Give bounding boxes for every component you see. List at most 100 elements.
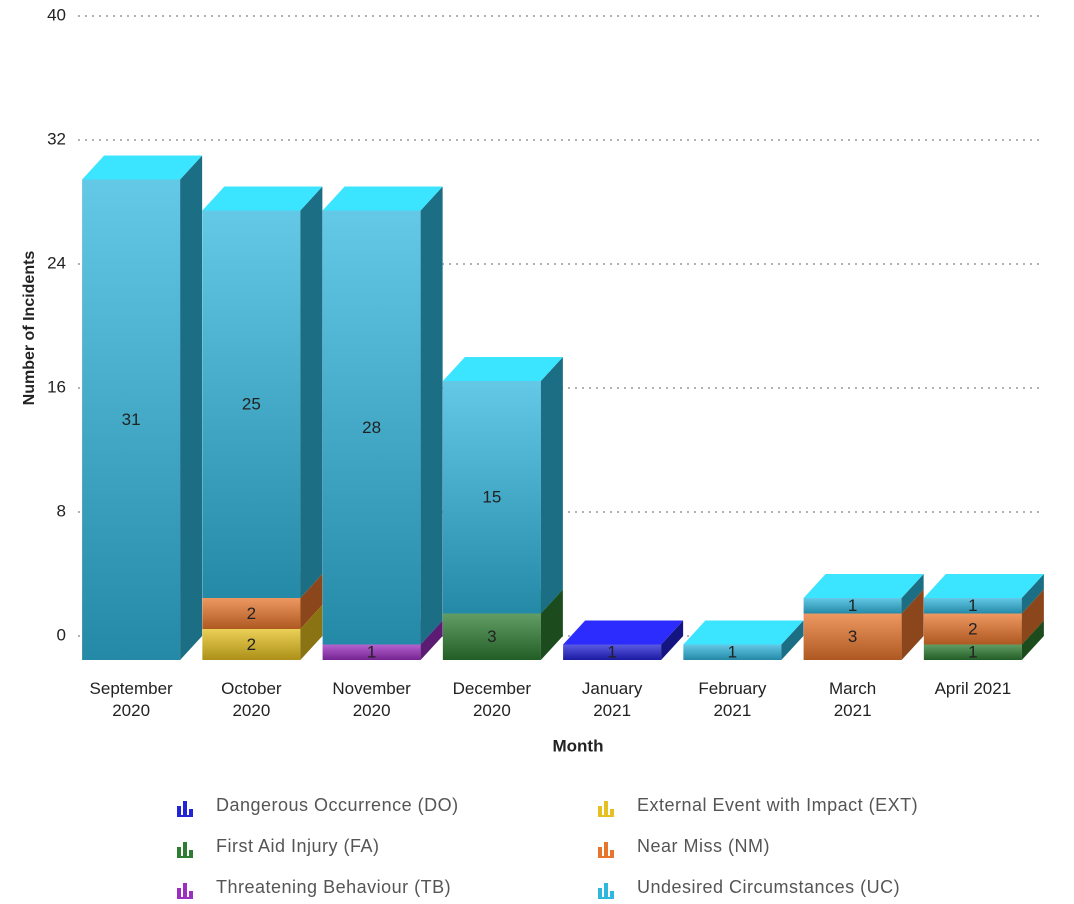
- x-tick-line: January: [582, 679, 643, 698]
- legend-icon-base: [598, 856, 614, 858]
- bar-side: [661, 620, 684, 660]
- x-tick-line: October: [221, 679, 282, 698]
- x-tick-label: December 2020: [453, 679, 532, 720]
- bar-side: [300, 605, 323, 660]
- bar-shade: [322, 210, 421, 645]
- x-tick-line: September: [90, 679, 173, 698]
- value-label: 15: [482, 488, 501, 507]
- value-label: 1: [968, 596, 977, 615]
- legend-icon: [610, 850, 614, 856]
- legend-icon: [183, 842, 187, 856]
- bar-top: [322, 186, 443, 211]
- legend-icon: [189, 809, 193, 815]
- value-label: 1: [968, 643, 977, 662]
- value-label: 1: [728, 643, 737, 662]
- value-label: 25: [242, 395, 261, 414]
- legend-icon: [604, 842, 608, 856]
- bar-side: [1021, 620, 1044, 660]
- legend-icon: [177, 806, 181, 815]
- legend-icon: [189, 850, 193, 856]
- x-tick-line: November: [332, 679, 411, 698]
- bar-top: [202, 186, 323, 211]
- bar-side: [300, 186, 323, 598]
- legend-label: External Event with Impact (EXT): [637, 795, 918, 815]
- legend-icon-base: [177, 897, 193, 899]
- legend-icon: [177, 847, 181, 856]
- x-tick-line: April 2021: [935, 679, 1012, 698]
- y-tick-label: 8: [57, 501, 66, 520]
- bar-shade: [202, 210, 301, 598]
- x-tick-line: 2021: [713, 701, 751, 720]
- x-tick-line: December: [453, 679, 532, 698]
- legend-icon: [604, 883, 608, 897]
- bar-shade: [803, 598, 902, 614]
- legend-label: Dangerous Occurrence (DO): [216, 795, 459, 815]
- bar-shade: [322, 644, 421, 660]
- x-tick-label: September 2020: [90, 679, 173, 720]
- bar-top: [82, 155, 203, 180]
- value-label: 2: [247, 635, 256, 654]
- bar-side: [420, 186, 443, 645]
- value-label: 1: [367, 643, 376, 662]
- x-tick-label: October 2020: [221, 679, 282, 720]
- x-tick-label: November 2020: [332, 679, 411, 720]
- value-label: 2: [968, 619, 977, 638]
- bar-side: [901, 589, 924, 660]
- bar-top: [683, 620, 804, 645]
- legend-icon-base: [177, 856, 193, 858]
- bar-shade: [683, 644, 782, 660]
- legend-label: Undesired Circumstances (UC): [637, 877, 900, 897]
- legend-icon: [610, 891, 614, 897]
- bar-side: [1021, 589, 1044, 645]
- bar-shade: [923, 613, 1022, 645]
- y-tick-label: 0: [57, 625, 66, 644]
- bar-shade: [442, 613, 541, 660]
- y-tick-label: 16: [47, 377, 66, 396]
- bar-side: [1021, 574, 1044, 614]
- bar-side: [420, 620, 443, 660]
- bar-top: [803, 574, 924, 598]
- legend-icon: [598, 806, 602, 815]
- x-tick-label: February 2021: [698, 679, 767, 720]
- x-tick-label: March 2021: [829, 679, 876, 720]
- bar-shade: [923, 598, 1022, 614]
- bar-side: [300, 574, 323, 629]
- bar-shade: [82, 179, 181, 660]
- legend-icon: [610, 809, 614, 815]
- legend-icon-base: [177, 815, 193, 817]
- x-tick-label: April 2021: [935, 679, 1012, 698]
- legend-icon: [604, 801, 608, 815]
- legend-label: First Aid Injury (FA): [216, 836, 380, 856]
- x-tick-line: March: [829, 679, 876, 698]
- value-label: 2: [247, 604, 256, 623]
- bar-top: [442, 357, 563, 381]
- value-label: 1: [848, 596, 857, 615]
- x-axis-label: Month: [553, 736, 604, 755]
- x-tick-line: 2020: [112, 701, 150, 720]
- x-tick-label: January 2021: [582, 679, 643, 720]
- value-label: 3: [487, 627, 496, 646]
- y-tick-label: 32: [47, 129, 66, 148]
- bar-shade: [803, 613, 902, 660]
- bar-shade: [202, 598, 301, 629]
- x-tick-line: 2021: [593, 701, 631, 720]
- legend-icon-base: [598, 815, 614, 817]
- bar-top: [923, 574, 1044, 598]
- value-label: 3: [848, 627, 857, 646]
- legend-label: Threatening Behaviour (TB): [216, 877, 451, 897]
- bar-side: [540, 589, 563, 660]
- bar-shade: [923, 644, 1022, 660]
- legend-icon: [598, 888, 602, 897]
- value-label: 31: [122, 410, 141, 429]
- legend-icon: [189, 891, 193, 897]
- value-label: 1: [607, 643, 616, 662]
- legend-icon: [177, 888, 181, 897]
- legend-label: Near Miss (NM): [637, 836, 770, 856]
- y-tick-label: 40: [47, 5, 66, 24]
- x-tick-line: 2021: [834, 701, 872, 720]
- x-tick-line: February: [698, 679, 767, 698]
- x-tick-line: 2020: [232, 701, 270, 720]
- bar-top: [563, 620, 684, 645]
- legend-icon: [183, 801, 187, 815]
- bar-side: [781, 620, 804, 660]
